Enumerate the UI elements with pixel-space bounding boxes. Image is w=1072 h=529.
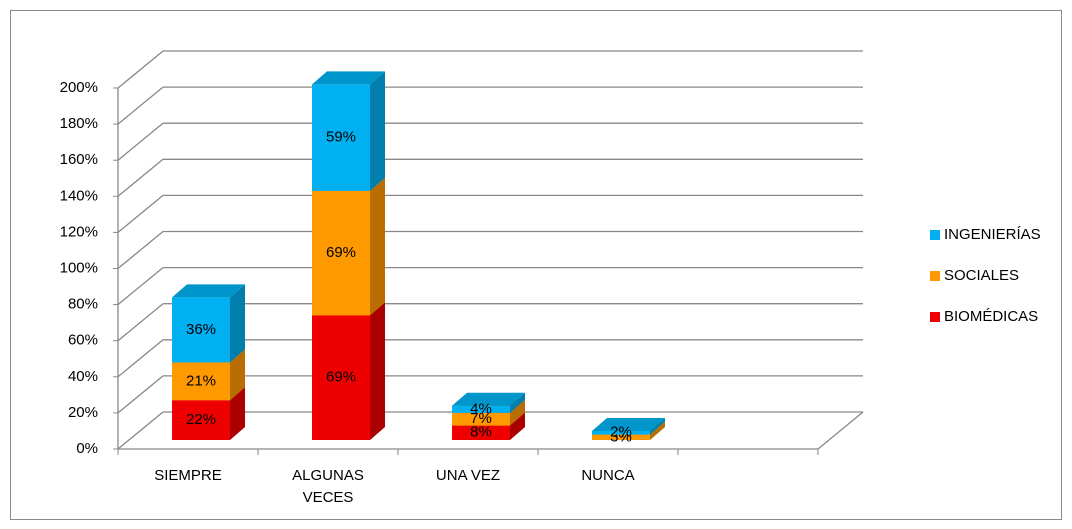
bar-side bbox=[510, 392, 525, 413]
data-label: 69% bbox=[326, 369, 356, 386]
legend-swatch bbox=[930, 230, 940, 240]
bar-segment bbox=[452, 412, 510, 426]
bar-segment bbox=[172, 400, 230, 440]
wall-grid-line bbox=[117, 267, 164, 306]
bar-side bbox=[230, 284, 245, 363]
floor-side bbox=[817, 411, 864, 450]
data-label: 4% bbox=[470, 400, 492, 417]
wall-grid-line bbox=[117, 303, 164, 342]
wall-grid-line bbox=[117, 86, 164, 125]
bar-segment bbox=[592, 430, 650, 435]
y-tick-label: 80% bbox=[68, 296, 98, 313]
bar-side bbox=[230, 387, 245, 440]
data-label: 36% bbox=[186, 321, 216, 338]
legend-label: INGENIERÍAS bbox=[944, 226, 1041, 243]
wall-grid-line bbox=[117, 411, 164, 450]
x-tick-label: ALGUNAS VECES bbox=[292, 467, 364, 506]
bar-side bbox=[650, 417, 665, 435]
wall-grid-line bbox=[117, 230, 164, 270]
bar-top bbox=[592, 417, 665, 431]
y-tick-label: 60% bbox=[68, 332, 98, 349]
wall-grid-line bbox=[117, 122, 164, 161]
data-label: 21% bbox=[186, 372, 216, 389]
bar-segment bbox=[172, 362, 230, 401]
data-label: 22% bbox=[186, 411, 216, 428]
bar-side bbox=[650, 421, 665, 440]
legend-swatch bbox=[930, 312, 940, 322]
bar-segment bbox=[312, 315, 370, 440]
bar-side bbox=[230, 349, 245, 401]
wall-grid-line bbox=[117, 339, 164, 378]
bar-side bbox=[370, 177, 385, 316]
bar-top bbox=[452, 392, 525, 406]
bar-side bbox=[510, 399, 525, 426]
y-tick-label: 120% bbox=[60, 223, 98, 240]
y-tick-label: 0% bbox=[76, 440, 98, 457]
bar-segment bbox=[452, 425, 510, 440]
bar-segment bbox=[312, 84, 370, 191]
bar-segment bbox=[452, 405, 510, 413]
y-tick-label: 20% bbox=[68, 404, 98, 421]
data-label: 2% bbox=[610, 424, 632, 441]
data-label: 69% bbox=[326, 244, 356, 261]
bar-segment bbox=[172, 297, 230, 363]
bar-side bbox=[510, 412, 525, 440]
x-tick-label: UNA VEZ bbox=[435, 467, 501, 484]
x-tick-label: SIEMPRE bbox=[154, 467, 222, 484]
bar-side bbox=[370, 302, 385, 440]
y-tick-label: 40% bbox=[68, 368, 98, 385]
x-tick-label: NUNCA bbox=[581, 467, 635, 484]
bar-top bbox=[312, 71, 385, 85]
legend-swatch bbox=[930, 271, 940, 281]
bar-segment bbox=[592, 434, 650, 440]
y-tick-label: 160% bbox=[60, 151, 98, 168]
data-label: 59% bbox=[326, 129, 356, 146]
wall-grid-line bbox=[117, 158, 164, 197]
bar-top bbox=[172, 284, 245, 298]
legend-label: BIOMÉDICAS bbox=[944, 308, 1038, 325]
y-tick-label: 140% bbox=[60, 187, 98, 204]
data-label: 8% bbox=[470, 424, 492, 441]
bar-side bbox=[370, 71, 385, 191]
bar-segment bbox=[312, 190, 370, 316]
wall-grid-line bbox=[117, 375, 164, 414]
wall-grid-line bbox=[117, 50, 164, 89]
y-tick-label: 100% bbox=[60, 259, 98, 276]
data-label: 7% bbox=[470, 410, 492, 427]
y-tick-label: 200% bbox=[60, 79, 98, 96]
y-tick-label: 180% bbox=[60, 115, 98, 132]
wall-grid-line bbox=[117, 194, 164, 233]
legend-label: SOCIALES bbox=[944, 267, 1019, 284]
